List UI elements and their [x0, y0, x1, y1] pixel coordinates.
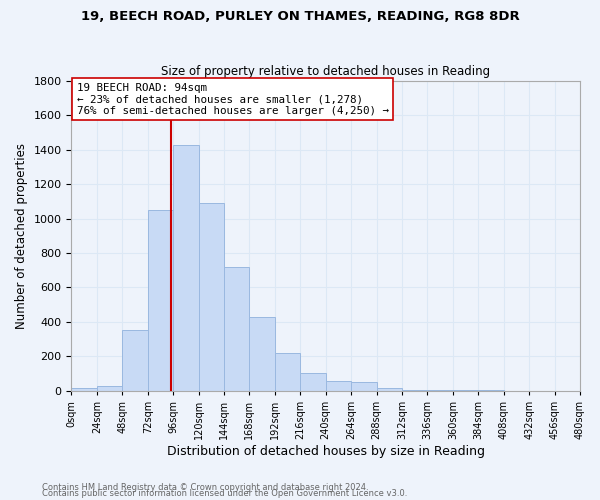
Text: 19, BEECH ROAD, PURLEY ON THAMES, READING, RG8 8DR: 19, BEECH ROAD, PURLEY ON THAMES, READIN… [80, 10, 520, 23]
Text: Contains HM Land Registry data © Crown copyright and database right 2024.: Contains HM Land Registry data © Crown c… [42, 484, 368, 492]
X-axis label: Distribution of detached houses by size in Reading: Distribution of detached houses by size … [167, 444, 485, 458]
Title: Size of property relative to detached houses in Reading: Size of property relative to detached ho… [161, 66, 490, 78]
Bar [97, 386, 122, 390]
Bar [199, 203, 224, 390]
Text: 19 BEECH ROAD: 94sqm
← 23% of detached houses are smaller (1,278)
76% of semi-de: 19 BEECH ROAD: 94sqm ← 23% of detached h… [77, 83, 389, 116]
Bar [122, 330, 148, 390]
Bar [173, 144, 199, 390]
Bar [326, 381, 351, 390]
Bar [275, 353, 300, 391]
Bar [300, 374, 326, 390]
Y-axis label: Number of detached properties: Number of detached properties [15, 143, 28, 329]
Bar [224, 267, 250, 390]
Text: Contains public sector information licensed under the Open Government Licence v3: Contains public sector information licen… [42, 490, 407, 498]
Bar [71, 388, 97, 390]
Bar [148, 210, 173, 390]
Bar [377, 388, 402, 390]
Bar [250, 316, 275, 390]
Bar [351, 382, 377, 390]
